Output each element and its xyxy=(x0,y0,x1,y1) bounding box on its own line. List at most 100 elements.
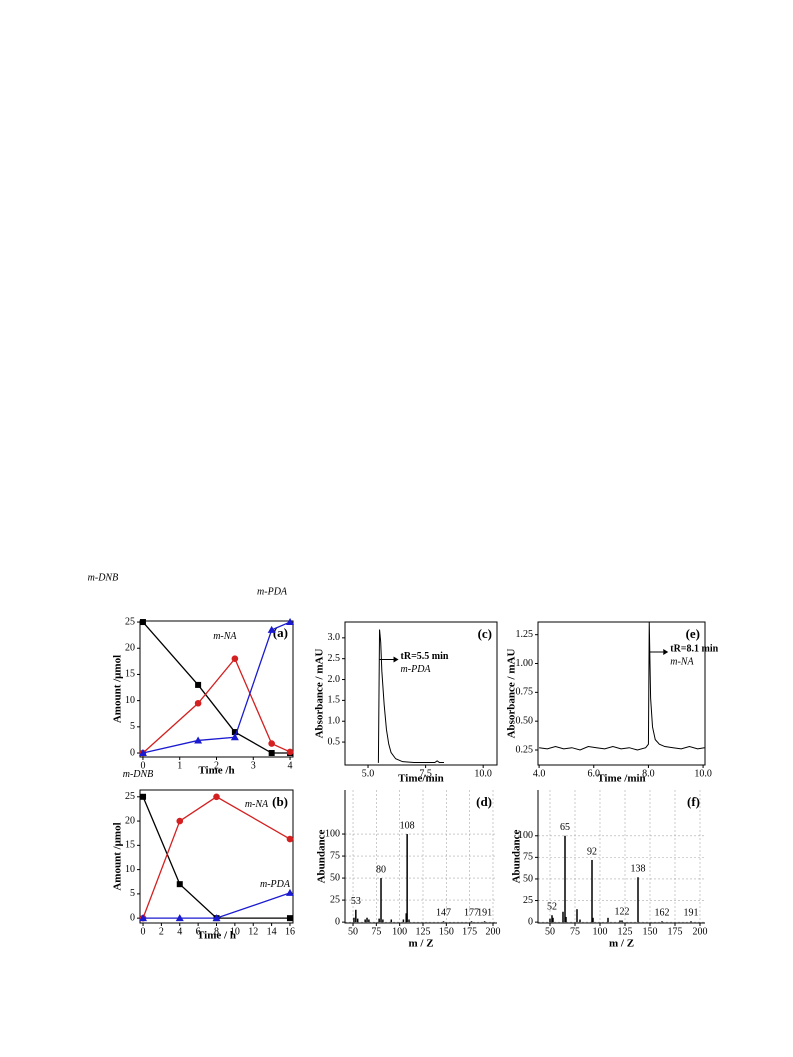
y-tick-label: 20 xyxy=(125,815,135,826)
y-tick-label: 5 xyxy=(130,721,135,732)
x-tick-label: 3 xyxy=(251,760,256,771)
axes xyxy=(537,790,705,924)
marker xyxy=(213,793,220,801)
x-tick-label: 10.0 xyxy=(474,768,492,779)
peak-label: 52 xyxy=(547,902,557,913)
marker xyxy=(138,749,147,757)
x-tick-label: 10.0 xyxy=(694,768,712,779)
marker xyxy=(175,914,184,922)
y-tick-label: 15 xyxy=(125,669,135,680)
x-tick-label: 16 xyxy=(285,926,295,937)
panel-label: (b) xyxy=(272,794,288,809)
arrow-head xyxy=(393,656,399,663)
marker xyxy=(231,655,239,663)
y-tick-label: 2.0 xyxy=(328,674,341,685)
series-label: m-PDA xyxy=(401,664,432,675)
y-tick-label: 1.00 xyxy=(516,658,534,669)
x-tick-label: 0 xyxy=(141,926,146,937)
peak-label: 177 xyxy=(464,908,479,919)
plot-frame xyxy=(139,789,294,924)
panel-label: (d) xyxy=(476,794,492,809)
x-tick-label: 8.0 xyxy=(642,768,655,779)
panel-label: (a) xyxy=(273,625,288,640)
marker xyxy=(267,625,276,633)
y-tick-label: 25 xyxy=(125,616,135,627)
series-label: m-NA xyxy=(670,656,694,667)
marker xyxy=(268,740,275,747)
x-tick-label: 175 xyxy=(668,926,683,937)
y-tick-label: 25 xyxy=(523,895,533,906)
x-tick-label: 75 xyxy=(371,926,381,937)
marker xyxy=(176,817,184,825)
marker xyxy=(268,750,275,757)
y-axis-label: Amount /μmol xyxy=(112,822,124,890)
x-tick-label: 50 xyxy=(545,926,555,937)
plot-frame xyxy=(344,621,498,766)
panel-label: (f) xyxy=(687,794,700,809)
marker xyxy=(139,914,148,922)
marker xyxy=(194,699,202,707)
y-tick-label: 100 xyxy=(325,828,340,839)
y-tick-label: 0 xyxy=(335,916,340,927)
series-label: m-PDA xyxy=(260,879,291,890)
series-line xyxy=(142,796,290,919)
annotation: tR=8.1 min xyxy=(670,643,718,654)
series-label: m-DNB xyxy=(123,769,154,780)
x-tick-label: 2 xyxy=(214,760,219,771)
x-tick-label: 5.0 xyxy=(362,768,375,779)
series-label: m-NA xyxy=(213,631,237,642)
peak-label: 191 xyxy=(477,908,492,919)
y-tick-label: 50 xyxy=(330,872,340,883)
y-axis-label: Abundance xyxy=(511,829,523,883)
y-tick-label: 1.0 xyxy=(328,716,341,727)
y-tick-label: 1.25 xyxy=(516,629,534,640)
y-tick-label: 10 xyxy=(125,864,135,875)
marker xyxy=(140,793,147,800)
x-tick-label: 4 xyxy=(288,760,293,771)
series-line xyxy=(539,621,705,751)
x-tick-label: 14 xyxy=(267,926,277,937)
x-axis-label: Time / h xyxy=(197,930,236,942)
y-axis-label: Abundance xyxy=(316,829,328,883)
y-tick-label: 0.25 xyxy=(516,744,534,755)
x-axis-label: Time/min xyxy=(398,773,444,785)
x-tick-label: 125 xyxy=(618,926,633,937)
y-axis-label: Absorbance / mAU xyxy=(506,649,518,739)
y-tick-label: 75 xyxy=(523,852,533,863)
marker xyxy=(286,915,293,922)
peak-label: 147 xyxy=(436,908,451,919)
x-tick-label: 1 xyxy=(177,760,182,771)
x-axis-label: Time /min xyxy=(597,773,645,785)
peak-label: 108 xyxy=(400,820,415,831)
peak-label: 138 xyxy=(631,864,646,875)
y-tick-label: 25 xyxy=(330,894,340,905)
x-tick-label: 200 xyxy=(693,926,708,937)
x-tick-label: 0 xyxy=(140,760,145,771)
x-tick-label: 175 xyxy=(462,926,477,937)
x-tick-label: 12 xyxy=(248,926,258,937)
y-axis-label: Absorbance / mAU xyxy=(314,649,326,739)
marker xyxy=(230,733,239,741)
marker xyxy=(231,729,238,736)
x-tick-label: 125 xyxy=(416,926,431,937)
y-tick-label: 0.5 xyxy=(328,736,341,747)
series-label: m-DNB xyxy=(88,572,119,583)
y-tick-label: 50 xyxy=(523,873,533,884)
y-tick-label: 5 xyxy=(130,888,135,899)
peak-label: 80 xyxy=(376,864,386,875)
peak-label: 53 xyxy=(351,896,361,907)
y-tick-label: 10 xyxy=(125,695,135,706)
series-label: m-PDA xyxy=(257,586,288,597)
x-tick-label: 10 xyxy=(230,926,240,937)
peak-label: 65 xyxy=(560,822,570,833)
marker xyxy=(286,748,294,756)
marker xyxy=(139,619,146,626)
arrow-head xyxy=(663,649,669,655)
peak-label: 122 xyxy=(615,907,630,918)
x-axis-label: Time /h xyxy=(198,765,234,777)
y-tick-label: 0.50 xyxy=(516,715,534,726)
x-axis-label: m / Z xyxy=(408,938,433,950)
marker xyxy=(194,736,203,744)
x-tick-label: 200 xyxy=(485,926,500,937)
